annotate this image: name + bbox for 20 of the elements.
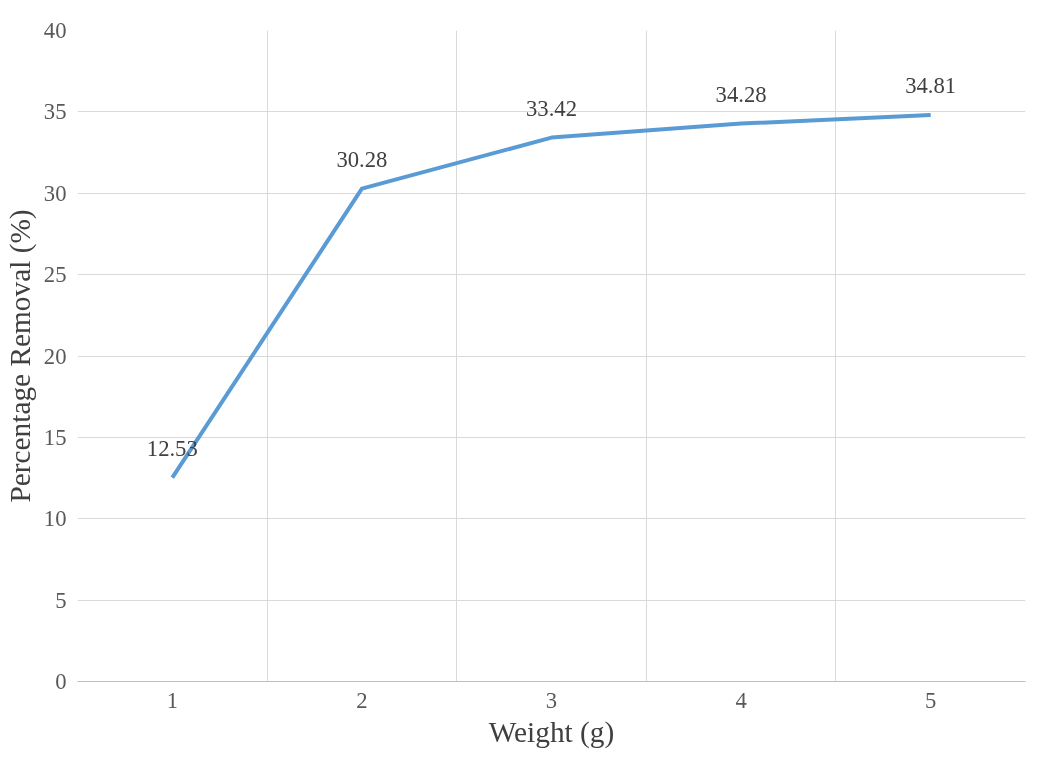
- y-tick-label: 5: [55, 587, 67, 613]
- y-tick-label: 15: [43, 424, 67, 450]
- x-tick-label: 1: [166, 687, 178, 713]
- y-axis-title: Percentage Removal (%): [3, 209, 37, 503]
- data-label: 30.28: [336, 146, 388, 172]
- y-tick-label: 25: [43, 262, 67, 288]
- data-label: 34.81: [905, 72, 957, 98]
- y-tick-label: 35: [43, 99, 67, 125]
- y-tick-label: 40: [43, 18, 67, 43]
- y-tick-label: 0: [55, 669, 67, 694]
- x-axis-title: Weight (g): [488, 715, 615, 749]
- data-label: 34.28: [715, 81, 767, 107]
- y-tick-label: 30: [43, 180, 67, 206]
- x-tick-label: 4: [735, 687, 747, 713]
- y-tick-label: 10: [43, 506, 67, 532]
- x-tick-label: 3: [545, 687, 558, 713]
- x-tick-label: 2: [356, 687, 368, 713]
- x-tick-label: 5: [925, 687, 937, 713]
- y-tick-label: 20: [43, 343, 67, 369]
- data-label: 33.42: [526, 95, 577, 121]
